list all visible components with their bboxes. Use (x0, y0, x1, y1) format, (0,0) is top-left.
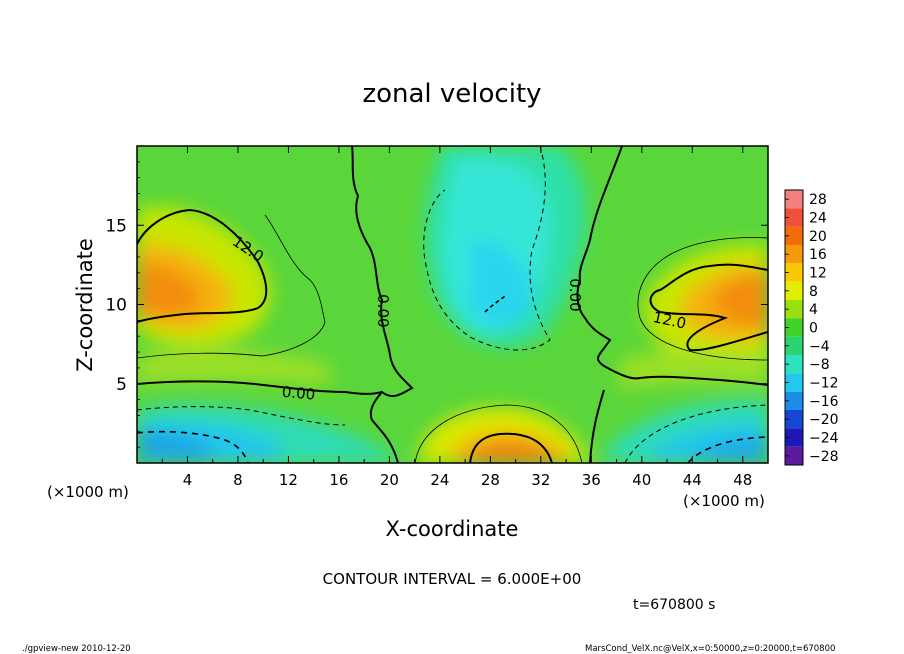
contour-label: 0.00 (566, 278, 584, 311)
velocity-field (137, 146, 768, 463)
x-unit-right: (×1000 m) (683, 492, 765, 510)
colorbar-segment (785, 281, 803, 300)
x-axis: 4 8 12 16 20 24 28 32 36 40 44 48 (161, 146, 752, 489)
colorbar-label: 4 (809, 302, 818, 318)
contour-12-bottom (469, 432, 553, 463)
contour-12-upper-left (137, 208, 268, 323)
x-tick-label: 20 (380, 471, 399, 489)
contour-6-left-lower (137, 321, 326, 359)
footer-right: MarsCond_VelX.nc@VelX,x=0:50000,z=0:2000… (585, 644, 835, 654)
colorbar-segment (785, 355, 803, 374)
x-tick-label: 32 (531, 471, 550, 489)
colorbar-label: −8 (809, 357, 830, 373)
colorbar-segment (785, 208, 803, 227)
colorbar-label: −4 (809, 339, 830, 355)
trough-lower-left-core (137, 430, 215, 463)
contour-zero-left (351, 146, 414, 463)
x-tick-label: 28 (481, 471, 500, 489)
x-tick-label: 8 (233, 471, 243, 489)
colorbar-segment (785, 446, 803, 465)
contour-zero-right-lower (589, 389, 605, 463)
x-tick-label: 4 (183, 471, 193, 489)
colorbar-segment (785, 226, 803, 245)
contour-zero-right (576, 146, 768, 386)
contour-neg6-lower-right (624, 404, 768, 463)
contour-6-bottom (414, 404, 583, 463)
lobe-right-core (712, 274, 768, 327)
colorbar-label: −28 (809, 449, 839, 465)
contour-label: 0.00 (281, 383, 316, 404)
colorbar-segment (785, 428, 803, 447)
lobe-upper-left-core (137, 264, 201, 317)
colorbar-segment (785, 336, 803, 355)
contour-neg6-lower-left (137, 406, 346, 426)
colorbar-label: 20 (809, 229, 827, 245)
colorbar-segment (785, 300, 803, 319)
trough-center-core (470, 239, 532, 327)
x-unit-left: (×1000 m) (47, 483, 129, 501)
contour-6-right (637, 237, 768, 361)
x-axis-title: X-coordinate (386, 517, 519, 541)
trough-lower-right-core (690, 439, 768, 463)
colorbar-label: 0 (809, 321, 818, 337)
contour-lines (137, 146, 768, 463)
colorbar-label: −24 (809, 431, 839, 447)
time-text: t=670800 s (633, 597, 715, 613)
x-tick-label: 12 (279, 471, 298, 489)
colorbar-segment (785, 410, 803, 429)
colorbar-segment (785, 373, 803, 392)
footer-left: ./gpview-new 2010-12-20 (22, 644, 131, 654)
x-tick-label: 16 (329, 471, 348, 489)
colorbar-segment (785, 190, 803, 209)
contour-neg12-center (484, 295, 506, 313)
colorbar-label: −16 (809, 394, 839, 410)
y-tick-label: 5 (116, 375, 127, 395)
y-axis-title: Z-coordinate (73, 238, 97, 372)
band-left-mid (137, 349, 330, 385)
chart-title: zonal velocity (362, 79, 541, 109)
colorbar-label: 12 (809, 266, 827, 282)
x-tick-label: 48 (733, 471, 752, 489)
colorbar-label: 16 (809, 247, 827, 263)
band-right-mid (620, 350, 768, 388)
contour-12-right (649, 263, 768, 352)
colorbar-label: −20 (809, 412, 839, 428)
contour-neg12-lower-right (687, 436, 768, 463)
contour-interval-text: CONTOUR INTERVAL = 6.000E+00 (323, 570, 582, 588)
colorbar: 28 24 20 16 12 8 4 0 −4 −8 −12 −16 −20 −24 −28 (784, 189, 839, 466)
colorbar-label: −12 (809, 376, 839, 392)
x-tick-label: 36 (582, 471, 601, 489)
contour-label: 0.00 (374, 294, 392, 327)
colorbar-label: 24 (809, 211, 827, 227)
y-tick-label: 10 (105, 296, 127, 316)
x-tick-label: 40 (632, 471, 651, 489)
y-tick-label: 15 (105, 216, 127, 236)
x-tick-label: 44 (683, 471, 702, 489)
colorbar-segment (785, 391, 803, 410)
y-axis: 5 10 15 (105, 161, 768, 448)
colorbar-segment (785, 245, 803, 264)
x-tick-label: 24 (430, 471, 449, 489)
contour-zero-horizontal (137, 380, 383, 395)
contour-6-left-upper (264, 214, 326, 323)
contour-neg12-lower-left (137, 430, 249, 463)
colorbar-segment (785, 263, 803, 282)
colorbar-label: 8 (809, 284, 818, 300)
colorbar-label: 28 (809, 192, 827, 208)
colorbar-segment (785, 318, 803, 337)
